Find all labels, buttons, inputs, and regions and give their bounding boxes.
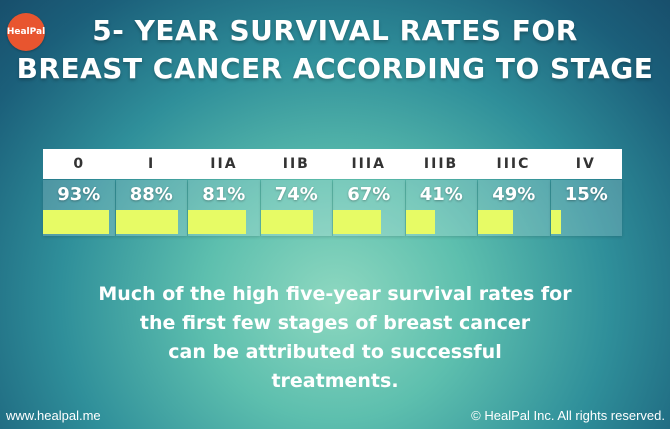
title-line-2: BREAST CANCER ACCORDING TO STAGE <box>16 52 654 85</box>
value-cell: 74% <box>260 180 332 236</box>
stage-label: IV <box>575 156 596 172</box>
title-line-1: 5- YEAR SURVIVAL RATES FOR <box>92 14 578 47</box>
healpal-logo: HealPal <box>7 13 45 51</box>
value-cell: 88% <box>115 180 187 236</box>
caption-line-4: treatments. <box>271 370 399 392</box>
stage-label: IIIA <box>351 156 386 172</box>
caption-line-2: the first few stages of breast cancer <box>139 312 531 334</box>
value-cell: 41% <box>405 180 477 236</box>
survival-bar <box>188 210 246 234</box>
value-label: 81% <box>202 184 246 205</box>
value-label: 41% <box>419 184 463 205</box>
stage-label: I <box>147 156 156 172</box>
survival-bar <box>405 210 435 234</box>
value-label: 15% <box>564 184 608 205</box>
stage-label: 0 <box>73 156 86 172</box>
value-cell: 93% <box>43 180 115 236</box>
value-label: 49% <box>492 184 536 205</box>
caption-line-3: can be attributed to successful <box>168 341 502 363</box>
caption-line-1: Much of the high five-year survival rate… <box>98 283 572 305</box>
value-cell: 67% <box>333 180 405 236</box>
value-cell: 15% <box>550 180 622 236</box>
value-label: 93% <box>57 184 101 205</box>
stage-label: IIB <box>282 156 310 172</box>
footer-copyright: © HealPal Inc. All rights reserved. <box>471 408 665 423</box>
stage-label: IIIB <box>423 156 459 172</box>
survival-bar <box>550 210 562 234</box>
value-label: 88% <box>129 184 173 205</box>
stage-label: IIA <box>210 156 238 172</box>
value-cell: 49% <box>478 180 550 236</box>
survival-bar <box>260 210 314 234</box>
survival-bar <box>43 210 110 234</box>
caption-text: Much of the high five-year survival rate… <box>60 280 610 396</box>
stage-label: IIIC <box>496 156 531 172</box>
page-title: 5- YEAR SURVIVAL RATES FOR BREAST CANCER… <box>0 12 670 88</box>
stage-header-row: 0 I IIA IIB IIIA IIIB IIIC IV <box>43 149 622 179</box>
footer-website[interactable]: www.healpal.me <box>6 408 101 423</box>
survival-bar <box>478 210 514 234</box>
survival-values-row: 93% 88% 81% 74% 67% 41% 49% 15% <box>43 180 622 236</box>
value-cell: 81% <box>188 180 260 236</box>
survival-bar <box>333 210 381 234</box>
survival-bar <box>115 210 179 234</box>
value-label: 74% <box>274 184 318 205</box>
value-label: 67% <box>347 184 391 205</box>
